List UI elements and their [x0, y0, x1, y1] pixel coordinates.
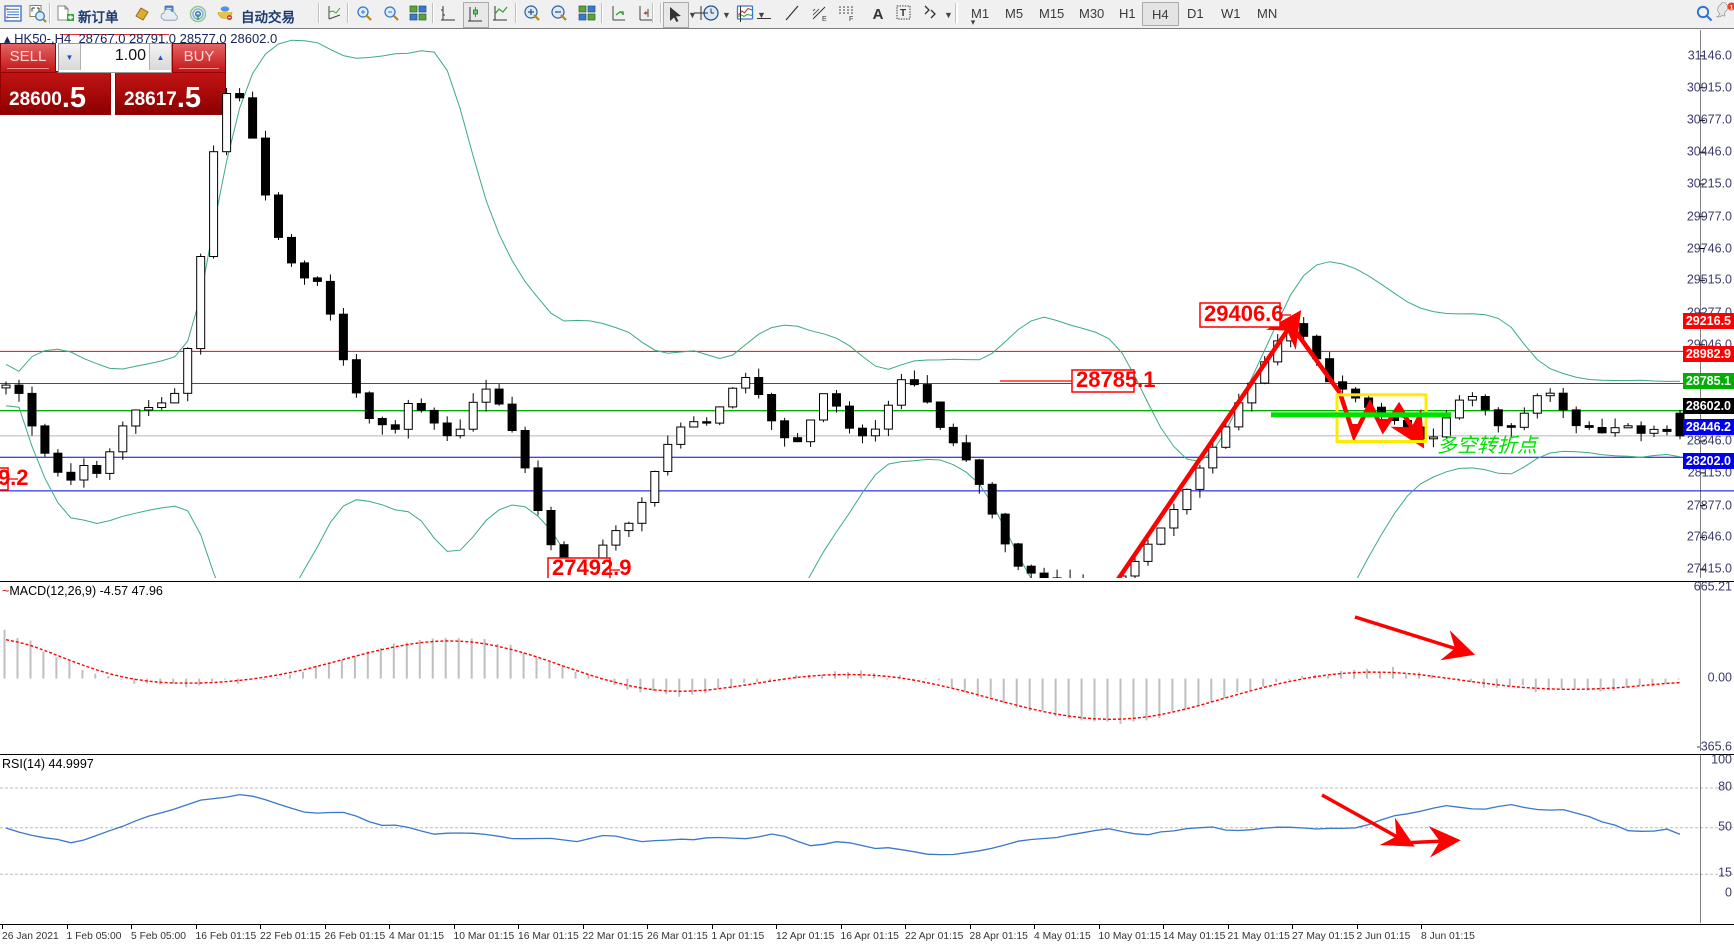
svg-text:多空转折点: 多空转折点 — [1437, 435, 1539, 457]
svg-text:E: E — [822, 16, 827, 23]
svg-text:28939.2: 28939.2 — [0, 465, 29, 490]
svg-text:F: F — [849, 16, 853, 23]
svg-text:28785.1: 28785.1 — [1076, 367, 1156, 392]
svg-text:1: 1 — [1730, 4, 1734, 11]
svg-text:29406.6: 29406.6 — [1204, 301, 1284, 326]
svg-text:27492.9: 27492.9 — [552, 555, 632, 578]
svg-text:T: T — [900, 8, 906, 19]
